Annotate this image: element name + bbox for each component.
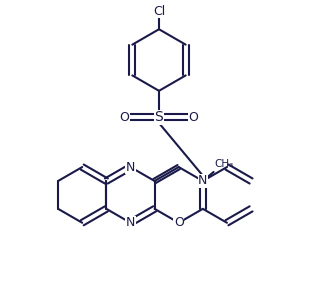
Text: O: O bbox=[189, 111, 198, 124]
Text: N: N bbox=[198, 174, 208, 187]
Text: O: O bbox=[174, 216, 184, 229]
Text: N: N bbox=[126, 216, 135, 229]
Text: S: S bbox=[155, 110, 163, 124]
Text: Cl: Cl bbox=[153, 4, 165, 17]
Text: N: N bbox=[126, 160, 135, 173]
Text: CH₃: CH₃ bbox=[215, 159, 234, 169]
Text: O: O bbox=[120, 111, 129, 124]
